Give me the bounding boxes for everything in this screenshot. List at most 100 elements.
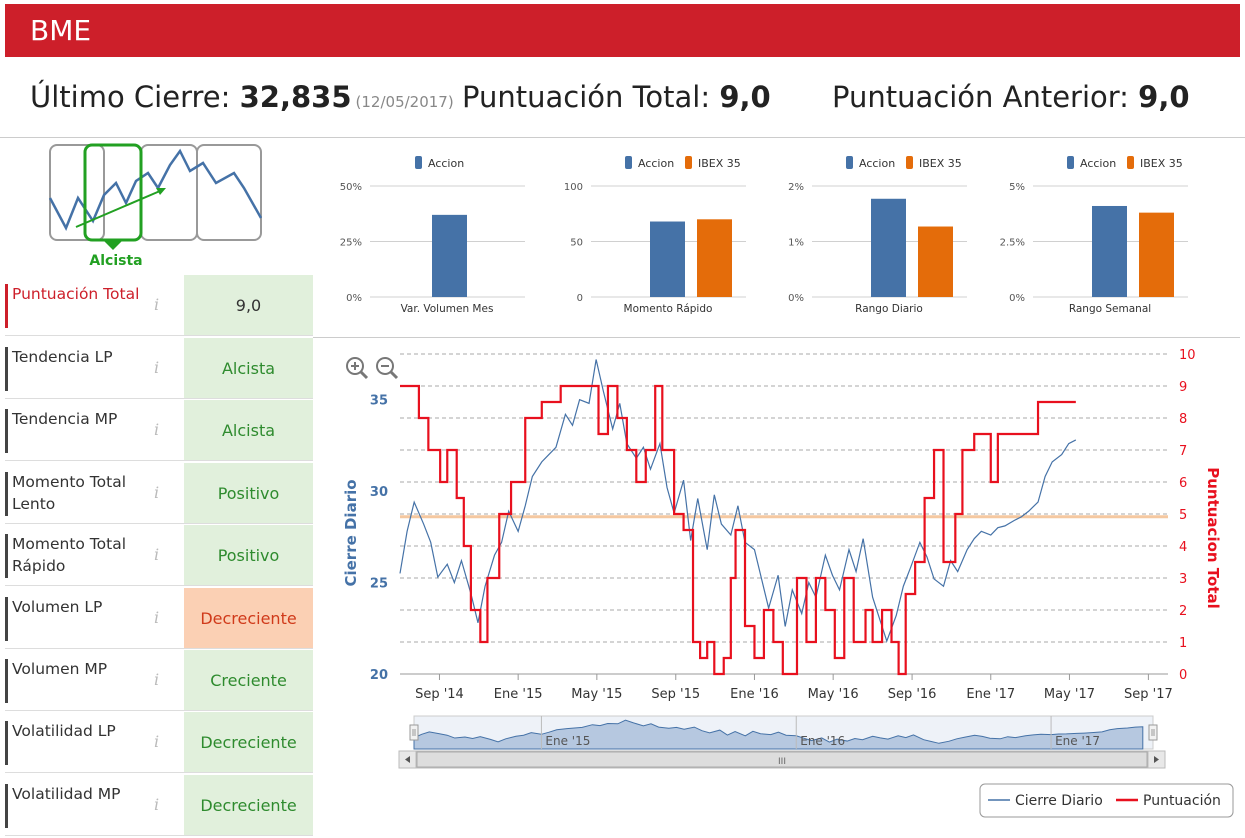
navigator-label: Ene '15 <box>545 734 590 748</box>
indicator-label: Volumen LP <box>12 598 103 616</box>
legend-swatch <box>625 156 632 169</box>
price-score-chart: 0 1 2 3 4 5 6 7 8 9 10 20 25 30 35 Sep '14 Ene '15 May '1… <box>342 348 1234 818</box>
indicator-row: Volumen LP i Decreciente <box>5 588 313 649</box>
info-icon[interactable]: i <box>154 295 160 314</box>
indicator-label: Momento Total Lento <box>12 473 127 513</box>
last-close-value: 32,835 <box>239 80 352 114</box>
y-tick-label: 50% <box>340 182 362 193</box>
right-axis-tick: 1 <box>1179 636 1187 651</box>
navigator-label: Ene '16 <box>800 734 845 748</box>
bar-chart: 0% 1% 2% Accion IBEX 35 Rango Diario <box>788 156 967 315</box>
indicator-row: Momento Total Lento i Positivo <box>5 463 313 524</box>
bar-chart-title: Momento Rápido <box>624 303 713 315</box>
zoom-in-icon[interactable] <box>346 357 369 380</box>
close-price-series[interactable] <box>399 359 1077 643</box>
bar[interactable] <box>871 198 906 297</box>
previous-score-value: 9,0 <box>1138 80 1190 114</box>
legend-score-label[interactable]: Puntuación <box>1143 793 1221 809</box>
right-axis-tick: 4 <box>1179 540 1187 555</box>
row-marker <box>5 597 8 641</box>
chart-legend[interactable]: Cierre Diario Puntuación <box>979 783 1234 818</box>
info-icon[interactable]: i <box>154 795 160 814</box>
bar-chart: 0% 25% 50% Accion Var. Volumen Mes <box>340 156 525 315</box>
row-marker <box>5 721 8 765</box>
indicator-value: Positivo <box>184 463 313 523</box>
info-icon[interactable]: i <box>154 420 160 439</box>
indicator-row: Volatilidad LP i Decreciente <box>5 712 313 773</box>
bar[interactable] <box>432 214 467 297</box>
x-tick-label: May '16 <box>808 687 859 702</box>
right-axis-tick: 9 <box>1179 380 1187 395</box>
y-tick-label: 5% <box>1009 182 1025 193</box>
right-axis-tick: 7 <box>1179 444 1187 459</box>
indicator-row: Tendencia LP i Alcista <box>5 338 313 399</box>
indicator-value: Decreciente <box>184 712 313 772</box>
indicator-row: Puntuación Total i 9,0 <box>5 275 313 336</box>
info-icon[interactable]: i <box>154 545 160 564</box>
indicator-row: Volatilidad MP i Decreciente <box>5 775 313 836</box>
info-icon[interactable]: i <box>154 670 160 689</box>
right-axis-tick: 0 <box>1179 668 1187 683</box>
navigator-handle[interactable] <box>1148 724 1158 741</box>
info-icon[interactable]: i <box>154 483 160 502</box>
legend-close-label[interactable]: Cierre Diario <box>1015 793 1103 809</box>
bar-chart-title: Var. Volumen Mes <box>401 303 494 315</box>
indicator-label: Momento Total Rápido <box>12 535 127 575</box>
x-tick-label: May '15 <box>571 687 622 702</box>
indicator-value: Decreciente <box>184 775 313 835</box>
info-icon[interactable]: i <box>154 358 160 377</box>
right-axis-tick: 2 <box>1179 604 1187 619</box>
legend-label: IBEX 35 <box>1140 157 1183 170</box>
indicator-label: Tendencia LP <box>12 348 113 366</box>
zoom-out-icon[interactable] <box>376 357 399 380</box>
indicator-value: Creciente <box>184 650 313 710</box>
bar[interactable] <box>918 226 953 297</box>
indicator-value: 9,0 <box>184 275 313 335</box>
bar[interactable] <box>1092 205 1127 297</box>
scroll-right-icon <box>1154 756 1159 763</box>
trend-badge-label: Alcista <box>89 253 142 269</box>
indicator-label: Volatilidad LP <box>12 722 116 740</box>
bar[interactable] <box>697 219 732 297</box>
right-axis-tick: 5 <box>1179 508 1187 523</box>
indicator-label: Puntuación Total <box>12 285 140 303</box>
indicator-row: Volumen MP i Creciente <box>5 650 313 711</box>
legend-swatch <box>846 156 853 169</box>
scrollbar[interactable]: III <box>398 750 1166 769</box>
left-axis-tick: 20 <box>370 668 388 683</box>
info-icon[interactable]: i <box>154 732 160 751</box>
score-series[interactable] <box>400 384 1076 676</box>
x-tick-label: Sep '14 <box>415 687 464 702</box>
bar[interactable] <box>650 221 685 297</box>
legend-label: IBEX 35 <box>698 157 741 170</box>
navigator-series <box>413 719 1144 750</box>
last-close-date: (12/05/2017) <box>355 93 454 111</box>
bar-chart-title: Rango Semanal <box>1069 303 1151 315</box>
indicator-value: Alcista <box>184 400 313 460</box>
y-tick-label: 25% <box>340 238 362 249</box>
info-icon[interactable]: i <box>154 608 160 627</box>
bar[interactable] <box>1139 212 1174 297</box>
legend-swatch <box>685 156 692 169</box>
x-tick-label: Ene '17 <box>966 687 1015 702</box>
y-tick-label: 2.5% <box>1000 238 1025 249</box>
last-close-stat: Último Cierre: 32,835 (12/05/2017) <box>30 80 454 114</box>
y-tick-label: 0% <box>788 293 804 304</box>
indicator-value: Alcista <box>184 338 313 398</box>
legend-label: Accion <box>859 157 895 170</box>
navigator-handle[interactable] <box>409 724 419 741</box>
row-marker <box>5 284 8 328</box>
y-tick-label: 0% <box>346 293 362 304</box>
section-divider <box>313 337 1240 338</box>
legend-swatch <box>1067 156 1074 169</box>
indicator-label: Volumen MP <box>12 660 108 678</box>
indicator-row: Tendencia MP i Alcista <box>5 400 313 461</box>
x-tick-label: Ene '15 <box>494 687 543 702</box>
total-score-stat: Puntuación Total: 9,0 <box>462 80 771 114</box>
scrollbar-thumb[interactable] <box>416 751 1148 768</box>
right-axis-tick: 6 <box>1179 476 1187 491</box>
left-axis-tick: 35 <box>370 394 388 409</box>
navigator[interactable]: Ene '15 Ene '16 Ene '17 <box>409 715 1158 750</box>
x-tick-label: Ene '16 <box>730 687 779 702</box>
scroll-left-icon <box>405 756 410 763</box>
